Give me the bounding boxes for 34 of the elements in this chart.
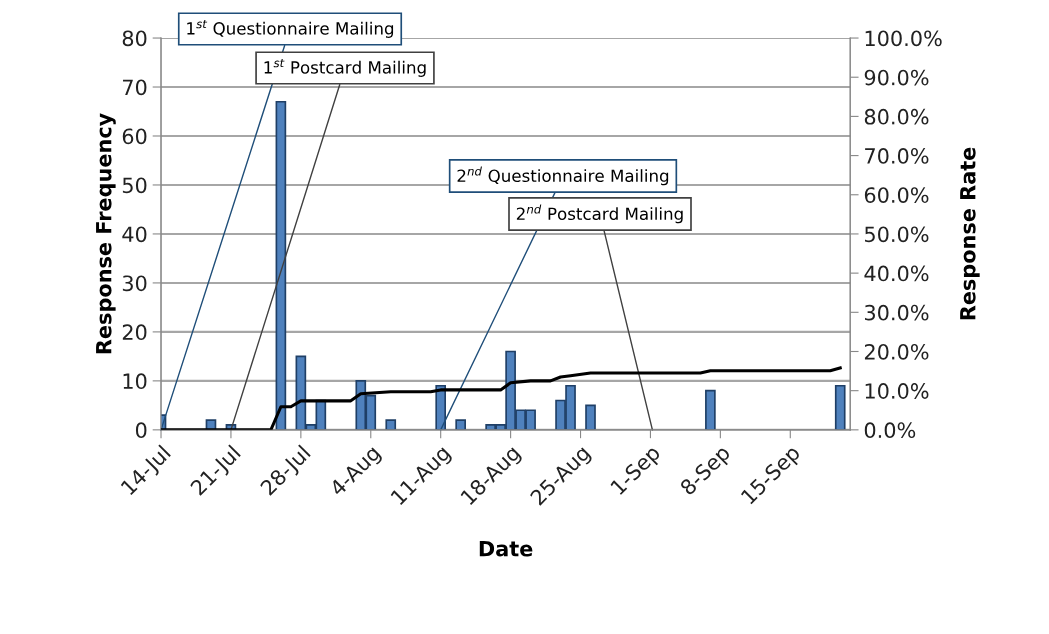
y2-axis-title: Response Rate bbox=[960, 147, 980, 320]
y-tick-label: 30 bbox=[122, 275, 147, 292]
bar bbox=[455, 419, 467, 430]
y-tick-label: 50 bbox=[122, 177, 147, 194]
annotation: 1$^{st}$ Postcard Mailing bbox=[264, 58, 426, 77]
y2-tick-label: 10.0% bbox=[865, 383, 929, 399]
bar bbox=[705, 389, 716, 430]
y2-tick-label: 30.0% bbox=[865, 304, 929, 321]
line-series bbox=[161, 366, 842, 430]
y-tick-label: 10 bbox=[123, 373, 147, 390]
y-tick-label: 40 bbox=[122, 226, 147, 243]
y2-tick-label: 90.0% bbox=[864, 69, 929, 86]
annotation: 2$^{nd}$ Postcard Mailing bbox=[516, 204, 683, 224]
y-tick-label: 0 bbox=[135, 422, 147, 439]
y2-tick-label: 70.0% bbox=[865, 148, 929, 164]
y2-tick-label: 50.0% bbox=[865, 226, 929, 243]
y-axis-title: Response Frequency bbox=[96, 113, 116, 354]
y2-tick-label: 40.0% bbox=[864, 265, 929, 282]
y2-tick-label: 20.0% bbox=[864, 343, 929, 360]
bar bbox=[275, 100, 287, 430]
y2-tick-label: 0.0% bbox=[864, 422, 916, 439]
y2-tick-label: 60.0% bbox=[864, 187, 929, 203]
bar bbox=[385, 419, 397, 430]
y2-tick-label: 80.0% bbox=[864, 108, 929, 125]
bar bbox=[585, 404, 596, 430]
bar bbox=[834, 384, 846, 430]
annotation: 1$^{st}$ Questionnaire Mailing bbox=[187, 19, 394, 38]
y-tick-label: 20 bbox=[122, 324, 147, 341]
y2-tick-label: 100.0% bbox=[865, 30, 942, 47]
y-tick-label: 70 bbox=[123, 79, 147, 96]
y-tick-label: 80 bbox=[122, 30, 147, 47]
x-axis-title: Date bbox=[479, 540, 533, 557]
annotation: 2$^{nd}$ Questionnaire Mailing bbox=[457, 166, 669, 186]
y-tick-label: 60 bbox=[122, 128, 147, 145]
